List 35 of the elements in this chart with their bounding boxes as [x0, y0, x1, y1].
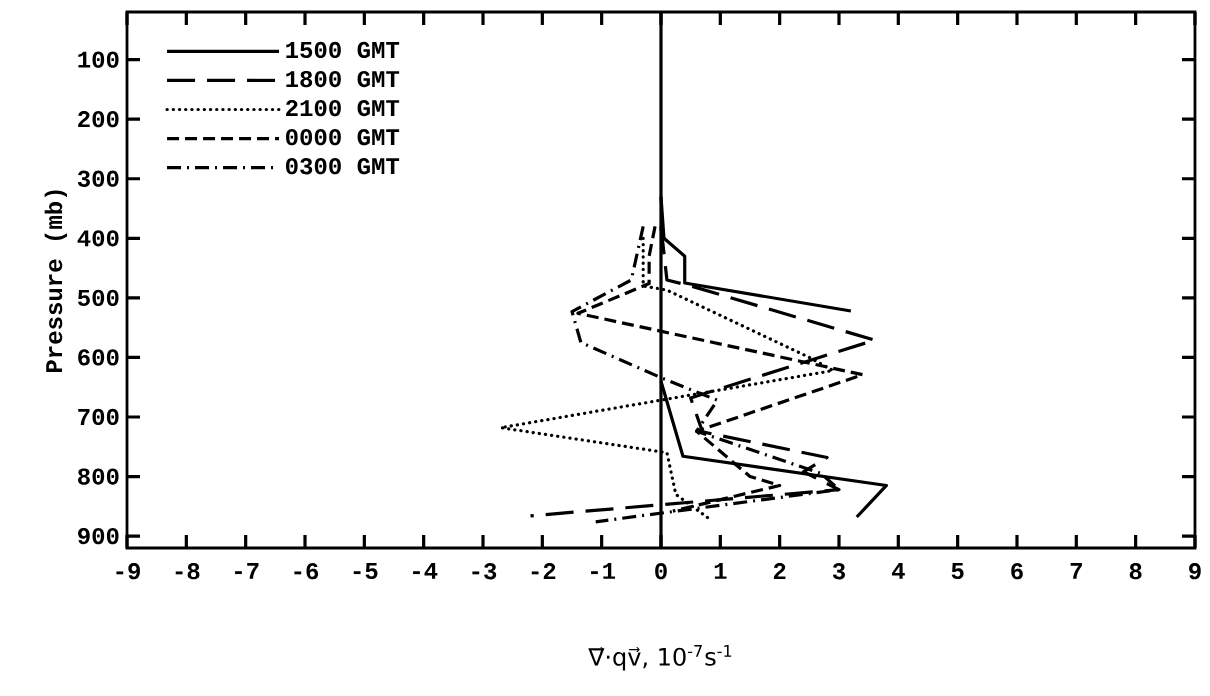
x-axis-title: ∇⃗·qv⃗, 10$^{-7}$s$^{-1}$ [588, 645, 732, 671]
x-tick-label: -6 [294, 563, 319, 580]
y-tick-label: 100 [78, 51, 119, 68]
x-tick-label: 8 [1129, 563, 1142, 580]
y-tick-label: 400 [77, 230, 119, 247]
x-tick-label: -9 [116, 563, 140, 580]
x-tick-label: -1 [591, 563, 616, 579]
legend-label: 1800 GMT [286, 70, 400, 88]
legend-label: 2100 GMT [286, 99, 400, 117]
legend-label: 0000 GMT [286, 129, 400, 146]
x-tick-label: -5 [353, 563, 378, 580]
x-tick-label: 0 [655, 563, 667, 580]
x-tick-label: 7 [1070, 563, 1082, 579]
y-tick-label: 700 [78, 408, 119, 426]
y-tick-label: 600 [78, 349, 119, 366]
x-tick-label: -8 [175, 563, 200, 580]
y-axis-title: Pressure (mb) [44, 190, 68, 373]
y-tick-label: 200 [78, 111, 119, 128]
x-tick-label: -2 [531, 563, 556, 580]
legend-label: 0300 GMT [286, 158, 400, 175]
x-tick-label: 5 [951, 563, 964, 580]
y-tick-label: 900 [78, 527, 119, 545]
x-tick-label: 1 [714, 563, 727, 579]
x-tick-label: -7 [235, 563, 259, 579]
x-tick-label: 2 [773, 563, 786, 580]
y-tick-label: 800 [78, 468, 119, 485]
y-tick-label: 500 [77, 289, 119, 306]
legend-label: 1500 GMT [286, 41, 400, 59]
x-tick-label: 3 [832, 563, 845, 580]
x-tick-label: 4 [891, 563, 905, 579]
x-tick-label: 6 [1011, 563, 1023, 580]
y-tick-label: 300 [77, 170, 119, 187]
x-tick-label: -3 [472, 563, 497, 580]
x-tick-label: 9 [1189, 563, 1201, 580]
x-tick-label: -4 [413, 563, 438, 579]
